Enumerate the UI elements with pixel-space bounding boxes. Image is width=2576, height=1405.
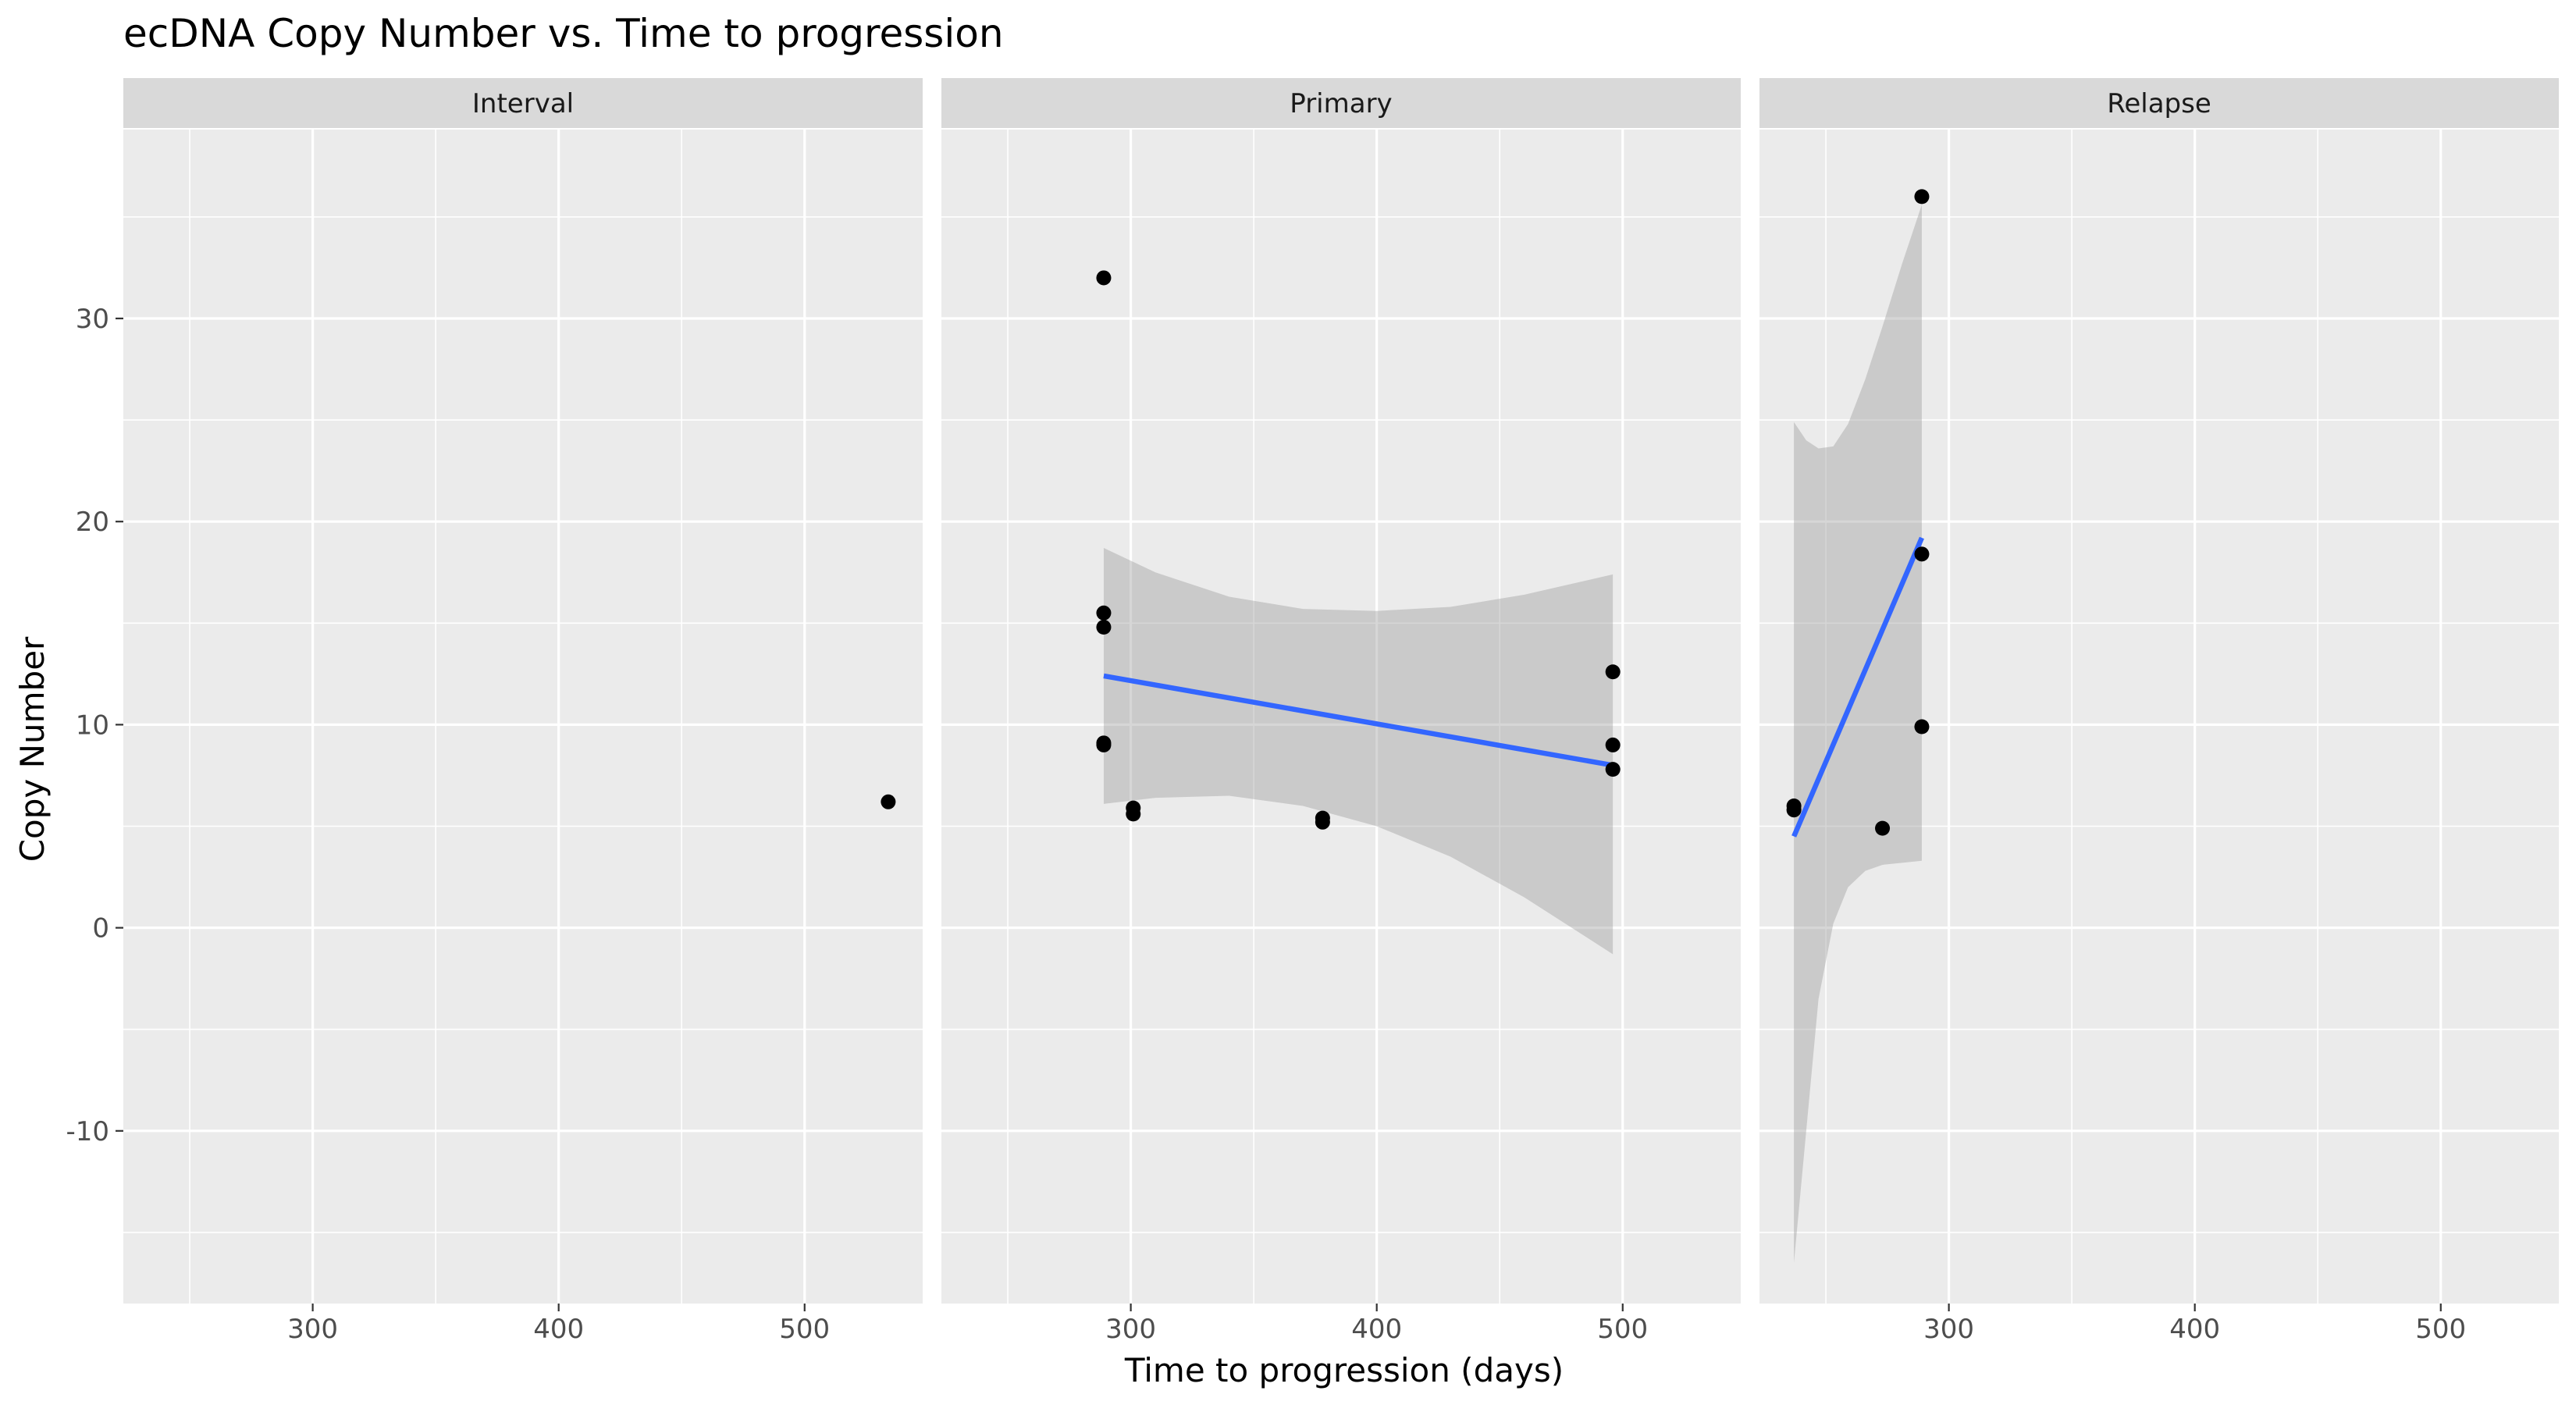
facet-strip-interval <box>123 78 923 128</box>
facet-strip-label: Interval <box>472 88 574 119</box>
data-point <box>1126 806 1141 822</box>
x-tick-label: 500 <box>779 1314 830 1345</box>
panel-background <box>123 130 923 1304</box>
data-point <box>881 794 896 809</box>
y-tick-label: 0 <box>92 913 109 944</box>
data-point <box>1096 605 1112 621</box>
data-point <box>1096 737 1112 752</box>
facet-strip-label: Primary <box>1290 88 1392 119</box>
x-tick-label: 500 <box>2415 1314 2466 1345</box>
facet-strip-label: Relapse <box>2107 88 2211 119</box>
data-point <box>1914 546 1930 562</box>
y-axis: -10 0 10 20 30 <box>66 304 123 1147</box>
facet-strip-relapse <box>1759 78 2559 128</box>
regression-line-primary <box>1103 673 1614 768</box>
y-tick-label: 20 <box>76 507 109 538</box>
data-point <box>1914 719 1930 735</box>
x-tick-label: 300 <box>287 1314 338 1345</box>
confidence-ribbon-relapse <box>1794 205 1922 1263</box>
y-tick-label: 10 <box>76 710 109 741</box>
data-point <box>1786 802 1802 818</box>
x-tick-label: 300 <box>1105 1314 1156 1345</box>
data-point <box>1605 737 1621 752</box>
x-tick-label: 400 <box>1351 1314 1402 1345</box>
x-axis-title: Time to progression (days) <box>1124 1351 1564 1389</box>
chart-title: ecDNA Copy Number vs. Time to progressio… <box>123 11 1004 56</box>
x-tick-label: 300 <box>1923 1314 1974 1345</box>
confidence-ribbon-primary <box>1103 548 1614 955</box>
data-point <box>1605 664 1621 680</box>
data-point <box>1875 820 1891 836</box>
y-axis-title: Copy Number <box>13 636 52 862</box>
facet-primary: Primary 300 400 500 <box>941 78 1741 1345</box>
y-tick-label: 30 <box>76 304 109 335</box>
y-tick-label: -10 <box>66 1116 109 1147</box>
facet-strip-primary <box>941 78 1741 128</box>
x-tick-label: 400 <box>533 1314 584 1345</box>
x-tick-label: 500 <box>1597 1314 1648 1345</box>
x-tick-label: 400 <box>2169 1314 2220 1345</box>
facet-relapse: Relapse 300 400 500 <box>1759 78 2559 1345</box>
data-point <box>1605 762 1621 777</box>
facet-interval: Interval 300 400 500 <box>123 78 923 1345</box>
data-point <box>1096 270 1112 286</box>
regression-line-relapse <box>1791 536 1924 838</box>
data-point <box>1914 189 1930 205</box>
data-point <box>1096 620 1112 635</box>
panel-background <box>1759 130 2559 1304</box>
data-point <box>1315 814 1330 830</box>
